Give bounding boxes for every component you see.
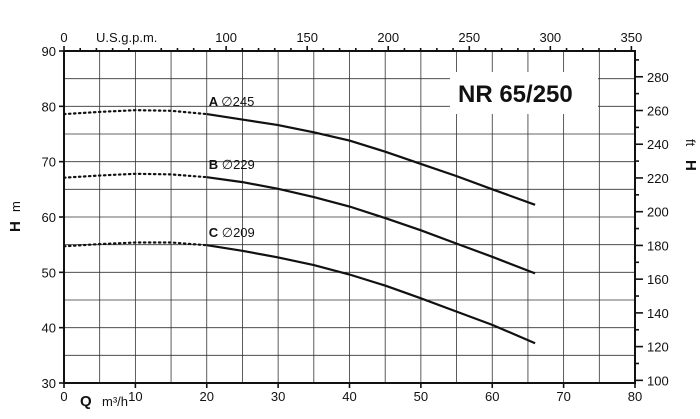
x-tick-label: 50 <box>414 389 428 404</box>
y-tick-label: 80 <box>42 99 56 114</box>
curve-label-c: C ∅209 <box>209 225 255 240</box>
y2-tick-label: 220 <box>647 171 669 186</box>
curve-b-solid <box>206 176 536 275</box>
y2-tick-label: 180 <box>647 238 669 253</box>
y2-axis-unit: ft <box>683 139 698 147</box>
y-tick-label: 40 <box>42 321 56 336</box>
y2-axis-symbol: H <box>682 160 699 171</box>
x2-tick-label: 0 <box>60 30 67 45</box>
curve-c-solid <box>206 244 536 345</box>
y2-tick-label: 140 <box>647 306 669 321</box>
curve-a-dotted <box>62 109 208 116</box>
y2-tick-label: 260 <box>647 103 669 118</box>
x-axis-unit: m³/h <box>102 394 128 409</box>
title-box-background <box>450 72 598 114</box>
plot-frame <box>63 50 636 384</box>
curve-label-a: A ∅245 <box>209 94 255 109</box>
x2-tick-label: 350 <box>621 30 643 45</box>
x-tick-label: 70 <box>556 389 570 404</box>
curves: A ∅245 B ∅229 C ∅209 <box>62 94 536 345</box>
x-tick-label: 80 <box>628 389 642 404</box>
x-axis-symbol: Q <box>80 393 92 410</box>
x2-tick-label: 200 <box>377 30 399 45</box>
y2-tick-label: 280 <box>647 70 669 85</box>
curve-label-b: B ∅229 <box>209 157 255 172</box>
x-tick-label: 0 <box>60 389 67 404</box>
y2-tick-label: 200 <box>647 205 669 220</box>
y-tick-label: 50 <box>42 265 56 280</box>
y2-tick-label: 160 <box>647 272 669 287</box>
x-tick-label: 10 <box>128 389 142 404</box>
y-tick-label: 90 <box>42 44 56 59</box>
y-tick-label: 60 <box>42 210 56 225</box>
curve-b-dotted <box>62 172 208 179</box>
y-tick-label: 30 <box>42 376 56 391</box>
y2-tick-label: 240 <box>647 137 669 152</box>
y2-tick-label: 120 <box>647 340 669 355</box>
curve-a-solid <box>206 113 536 206</box>
y-axis-symbol: H <box>7 221 24 232</box>
curve-c-dotted <box>62 241 208 248</box>
chart-title: NR 65/250 <box>458 81 573 108</box>
y-tick-label: 70 <box>42 155 56 170</box>
x2-axis-unit: U.S.g.p.m. <box>96 30 157 45</box>
y-axis-unit: m <box>8 201 23 212</box>
x2-tick-label: 250 <box>458 30 480 45</box>
x2-tick-label: 150 <box>296 30 318 45</box>
title-box: NR 65/250 <box>450 72 598 114</box>
x2-tick-label: 300 <box>539 30 561 45</box>
y2-tick-label: 100 <box>647 373 669 388</box>
x-tick-label: 60 <box>485 389 499 404</box>
x2-tick-label: 100 <box>215 30 237 45</box>
x-tick-label: 20 <box>200 389 214 404</box>
tick-labels: 0 10 20 30 40 50 60 70 80 0 100 150 200 250 300 350 30 40… <box>42 30 669 404</box>
x-tick-label: 30 <box>271 389 285 404</box>
x-tick-label: 40 <box>342 389 356 404</box>
